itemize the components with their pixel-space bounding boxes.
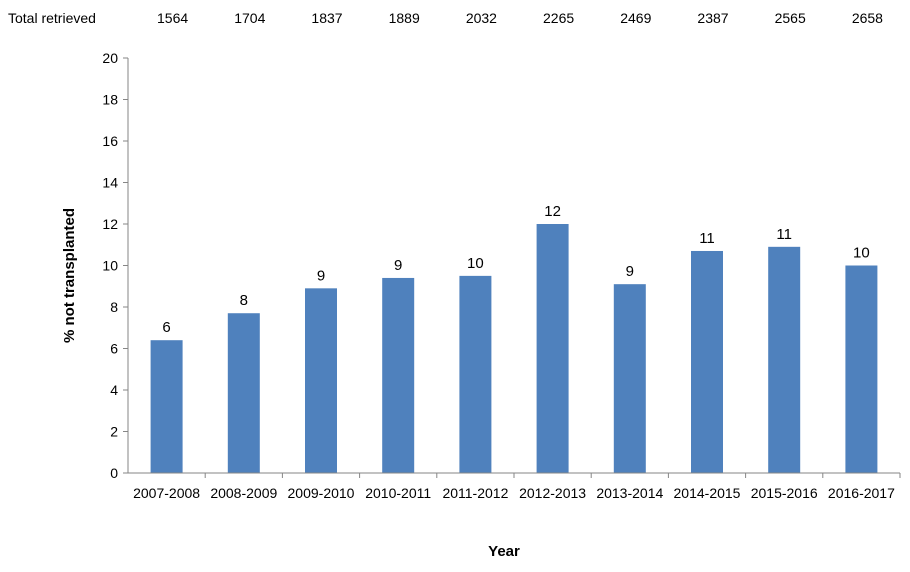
y-axis-title: % not transplanted bbox=[61, 208, 78, 343]
bar-value-label: 9 bbox=[394, 257, 402, 274]
bar-value-label: 9 bbox=[626, 263, 634, 280]
y-tick-label: 2 bbox=[110, 424, 118, 440]
x-tick-label: 2015-2016 bbox=[751, 485, 818, 501]
total-retrieved-value: 2469 bbox=[620, 10, 651, 26]
bar bbox=[691, 250, 723, 473]
bar bbox=[305, 288, 337, 473]
bar bbox=[227, 313, 260, 473]
y-tick-label: 8 bbox=[110, 299, 118, 315]
x-axis-title: Year bbox=[488, 543, 520, 560]
totals-row: Total retrieved 1564 1704 1837 1889 2032 2265… bbox=[8, 10, 883, 26]
total-retrieved-value: 1837 bbox=[311, 10, 342, 26]
x-tick-label: 2010-2011 bbox=[365, 485, 431, 501]
x-axis-ticks: 2007-2008 2008-2009 2009-2010 2010-2011 2011… bbox=[133, 473, 901, 501]
bar-value-label: 11 bbox=[699, 230, 715, 247]
x-tick-label: 2013-2014 bbox=[596, 485, 663, 501]
total-retrieved-value: 2658 bbox=[852, 10, 883, 26]
bar-value-label: 9 bbox=[317, 267, 325, 284]
y-tick-label: 4 bbox=[110, 382, 118, 398]
total-retrieved-value: 2387 bbox=[697, 10, 728, 26]
totals-row-label: Total retrieved bbox=[8, 10, 96, 26]
total-retrieved-value: 1704 bbox=[234, 10, 265, 26]
total-retrieved-value: 2032 bbox=[466, 10, 497, 26]
bar-value-label: 12 bbox=[544, 203, 561, 220]
y-tick-label: 6 bbox=[110, 341, 118, 357]
x-tick-label: 2009-2010 bbox=[288, 485, 355, 501]
x-tick-label: 2011-2012 bbox=[442, 485, 508, 501]
bar bbox=[768, 246, 801, 473]
bars: 6 8 9 9 10 12 9 11 11 10 bbox=[150, 203, 878, 473]
x-tick-label: 2014-2015 bbox=[674, 485, 741, 501]
y-tick-label: 14 bbox=[102, 175, 118, 191]
bar-value-label: 10 bbox=[853, 245, 870, 262]
bar-value-label: 11 bbox=[776, 226, 792, 243]
y-tick-label: 20 bbox=[102, 50, 118, 66]
bar bbox=[150, 340, 183, 473]
bar-value-label: 10 bbox=[467, 255, 484, 272]
y-tick-label: 12 bbox=[102, 216, 118, 232]
total-retrieved-value: 1564 bbox=[157, 10, 188, 26]
total-retrieved-value: 1889 bbox=[389, 10, 420, 26]
bar bbox=[613, 284, 646, 473]
bar bbox=[536, 224, 569, 473]
bar-value-label: 8 bbox=[240, 292, 248, 309]
x-tick-label: 2012-2013 bbox=[519, 485, 586, 501]
bar bbox=[459, 275, 492, 473]
x-tick-label: 2016-2017 bbox=[828, 485, 895, 501]
y-tick-label: 18 bbox=[102, 92, 118, 108]
bar bbox=[382, 277, 415, 473]
total-retrieved-value: 2265 bbox=[543, 10, 574, 26]
y-tick-label: 10 bbox=[102, 258, 118, 274]
y-axis-ticks: 0 2 4 6 8 10 12 14 16 18 20 bbox=[102, 50, 128, 481]
bar bbox=[845, 265, 878, 473]
y-tick-label: 0 bbox=[110, 465, 118, 481]
x-tick-label: 2008-2009 bbox=[210, 485, 277, 501]
x-tick-label: 2007-2008 bbox=[133, 485, 200, 501]
total-retrieved-value: 2565 bbox=[775, 10, 806, 26]
y-tick-label: 16 bbox=[102, 133, 118, 149]
bar-value-label: 6 bbox=[162, 319, 170, 336]
